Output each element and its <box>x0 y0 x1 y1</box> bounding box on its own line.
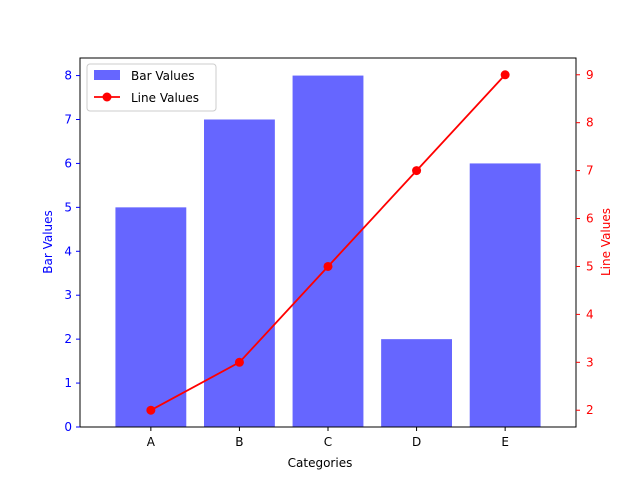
x-tick-label: D <box>412 435 421 449</box>
y-right-tick-label: 4 <box>586 307 594 321</box>
y-right-tick-label: 7 <box>586 164 594 178</box>
legend-line-marker <box>102 92 112 102</box>
y-axis-right-label: Line Values <box>599 208 613 276</box>
ticks-layer: 0 1 2 3 4 5 6 7 8 2 3 4 5 6 7 8 9 A B C D E <box>64 68 593 449</box>
x-tick-label: B <box>235 435 243 449</box>
bar-E <box>469 163 541 427</box>
legend: Bar Values Line Values <box>86 63 217 112</box>
legend-bar-swatch <box>94 70 120 80</box>
line-point-C <box>323 261 333 271</box>
bar-C <box>292 75 364 428</box>
y-axis-left-label: Bar Values <box>41 210 55 274</box>
bar-B <box>204 119 275 427</box>
y-right-tick-label: 5 <box>586 259 594 273</box>
x-axis-label: Categories <box>288 456 353 470</box>
y-right-tick-label: 9 <box>586 68 594 82</box>
line-point-D <box>412 166 422 176</box>
bar-D <box>381 339 452 427</box>
line-point-E <box>500 70 510 80</box>
legend-line-label: Line Values <box>131 91 199 105</box>
legend-bar-label: Bar Values <box>131 69 195 83</box>
y-left-tick-label: 4 <box>64 244 72 258</box>
y-left-tick-label: 6 <box>64 156 72 170</box>
y-left-tick-label: 1 <box>64 376 72 390</box>
y-left-tick-label: 0 <box>64 420 72 434</box>
bar-A <box>115 207 187 427</box>
x-tick-label: E <box>501 435 509 449</box>
y-left-tick-label: 8 <box>64 69 72 83</box>
y-left-tick-label: 3 <box>64 288 72 302</box>
bars-layer <box>115 75 541 428</box>
y-right-tick-label: 3 <box>586 355 594 369</box>
x-tick-label: C <box>324 435 332 449</box>
y-right-tick-label: 2 <box>586 403 594 417</box>
x-tick-label: A <box>147 435 156 449</box>
y-left-tick-label: 5 <box>64 200 72 214</box>
y-left-tick-label: 2 <box>64 332 72 346</box>
line-point-A <box>146 405 156 415</box>
line-layer <box>146 70 510 415</box>
line-point-B <box>234 357 244 367</box>
y-right-tick-label: 6 <box>586 212 594 226</box>
y-right-tick-label: 8 <box>586 116 594 130</box>
y-left-tick-label: 7 <box>64 113 72 127</box>
